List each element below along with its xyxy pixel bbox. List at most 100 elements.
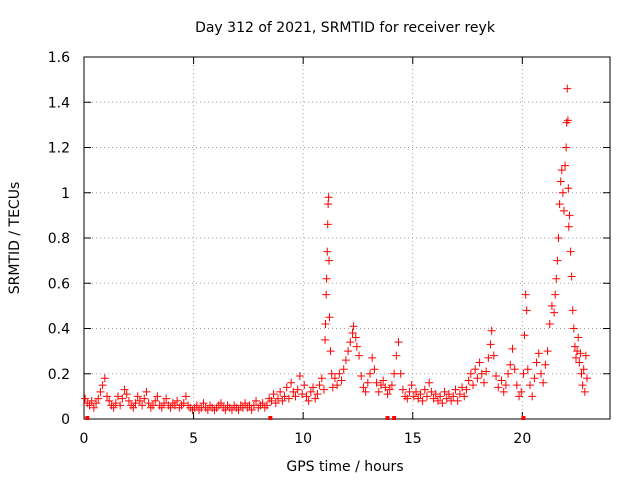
plot-frame	[83, 56, 611, 420]
data-point	[162, 394, 171, 403]
data-point	[260, 403, 269, 412]
data-point	[528, 392, 537, 401]
data-point	[558, 188, 567, 197]
data-point	[553, 256, 562, 265]
data-point	[120, 385, 129, 394]
data-point	[475, 358, 484, 367]
data-point	[327, 369, 336, 378]
data-point	[579, 365, 588, 374]
data-point	[487, 326, 496, 335]
data-point	[100, 374, 109, 383]
data-point	[563, 116, 572, 125]
data-point	[581, 351, 590, 360]
data-point	[416, 390, 425, 399]
data-point	[526, 381, 535, 390]
data-point	[241, 399, 250, 408]
data-point	[398, 385, 407, 394]
data-point	[464, 376, 473, 385]
data-point	[87, 396, 96, 405]
data-point	[479, 378, 488, 387]
data-point	[466, 369, 475, 378]
data-point	[576, 349, 585, 358]
data-point	[323, 247, 332, 256]
data-point	[532, 358, 541, 367]
data-point	[433, 396, 442, 405]
data-point	[133, 392, 142, 401]
data-point	[569, 324, 578, 333]
data-point	[293, 385, 302, 394]
data-point	[346, 338, 355, 347]
data-point	[328, 383, 337, 392]
data-point	[547, 301, 556, 310]
data-point	[580, 387, 589, 396]
bottom-markers	[85, 416, 526, 420]
data-point	[306, 387, 315, 396]
data-point	[199, 399, 208, 408]
data-point	[374, 387, 383, 396]
data-point	[142, 387, 151, 396]
data-point	[153, 392, 162, 401]
data-point	[392, 351, 401, 360]
data-point	[363, 378, 372, 387]
data-point	[508, 344, 517, 353]
data-point	[287, 378, 296, 387]
data-point	[504, 369, 513, 378]
data-point	[501, 381, 510, 390]
data-point	[298, 390, 307, 399]
data-point	[291, 392, 300, 401]
data-point	[135, 396, 144, 405]
data-point	[572, 353, 581, 362]
data-point	[387, 381, 396, 390]
y-tick-label: 0	[61, 412, 70, 428]
data-point	[536, 369, 545, 378]
data-point	[570, 342, 579, 351]
data-point	[403, 394, 412, 403]
data-point	[383, 390, 392, 399]
data-point	[269, 390, 278, 399]
data-point	[520, 331, 529, 340]
data-point	[440, 387, 449, 396]
data-point	[206, 401, 215, 410]
data-point	[561, 161, 570, 170]
data-point	[455, 390, 464, 399]
plot-border	[83, 56, 611, 420]
data-point	[564, 222, 573, 231]
data-point	[486, 340, 495, 349]
data-point	[173, 396, 182, 405]
data-point	[113, 392, 122, 401]
data-point	[319, 385, 328, 394]
data-point	[289, 387, 298, 396]
data-point	[458, 383, 467, 392]
data-point	[521, 290, 530, 299]
data-point	[144, 399, 153, 408]
data-point	[554, 234, 563, 242]
data-point	[396, 369, 405, 378]
data-point	[234, 405, 243, 414]
data-point	[578, 381, 587, 390]
data-point	[471, 365, 480, 374]
data-point	[551, 290, 560, 299]
x-tick-label: 0	[80, 431, 89, 447]
data-point	[418, 396, 427, 405]
bottom-marker	[385, 416, 390, 420]
data-point	[103, 392, 112, 401]
data-point	[582, 374, 591, 383]
data-point	[565, 211, 574, 220]
data-point	[175, 403, 184, 412]
data-point	[179, 399, 188, 408]
data-point	[412, 387, 421, 396]
bottom-marker	[521, 416, 526, 420]
data-point	[376, 381, 385, 390]
axis-ticks: 0 5 10 15 20 0 0.2 0.4 0.6 0.8 1 1.2 1.4 1.6	[48, 50, 610, 447]
data-point	[359, 383, 368, 392]
data-point	[368, 353, 377, 362]
data-point	[431, 390, 440, 399]
data-point	[477, 369, 486, 378]
grid	[84, 57, 610, 419]
data-point	[127, 401, 136, 410]
data-point	[436, 392, 445, 401]
data-point	[522, 306, 531, 315]
data-point	[473, 374, 482, 383]
data-point	[92, 399, 101, 408]
data-point	[425, 378, 434, 387]
